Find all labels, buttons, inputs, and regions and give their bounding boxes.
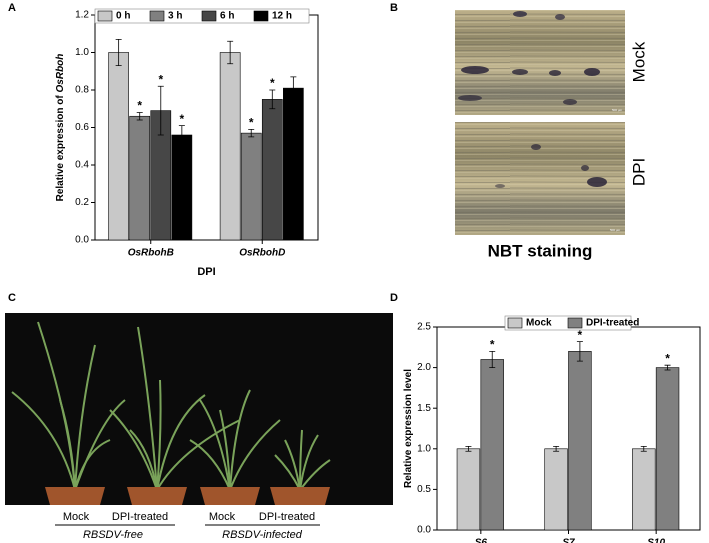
plant-label: Mock	[63, 511, 90, 523]
legend-swatch	[201, 10, 217, 22]
legend-swatch	[97, 10, 113, 22]
row-label: DPI	[629, 158, 648, 186]
error-bar	[115, 38, 122, 67]
y-axis-label-part: OsRboh	[55, 54, 66, 93]
error-bar	[465, 445, 472, 452]
y-tick-label: 1.0	[417, 443, 431, 454]
panel-label: A	[8, 2, 16, 14]
y-tick-label: 1.0	[75, 47, 89, 58]
y-tick-label: 0.5	[417, 484, 431, 495]
x-tick-label: S7	[562, 538, 575, 543]
scale-bar-label: 500 μm	[610, 228, 621, 232]
panel-label: D	[390, 292, 398, 304]
bar	[655, 367, 680, 531]
x-tick-label: S10	[647, 538, 665, 543]
x-tick-label: OsRbohD	[239, 248, 285, 259]
x-tick-label: S6	[475, 538, 488, 543]
error-bar	[664, 364, 671, 371]
row-label: Mock	[629, 41, 648, 82]
y-tick-label: 1.2	[75, 10, 89, 21]
legend-label: 12 h	[272, 11, 292, 22]
legend-label: DPI-treated	[586, 318, 639, 329]
y-tick-label: 2.0	[417, 362, 431, 373]
bar	[261, 99, 283, 241]
panel-label: C	[8, 292, 16, 304]
bar	[283, 87, 304, 241]
bar	[632, 448, 656, 531]
significance-label: *	[490, 338, 495, 352]
y-tick-label: 1.5	[417, 403, 431, 414]
significance-label: *	[578, 328, 583, 342]
x-axis-label: DPI	[197, 266, 215, 278]
scale-bar-label: 500 μm	[612, 108, 623, 112]
legend-label: 6 h	[220, 11, 234, 22]
y-axis-label: Relative expression level	[403, 369, 414, 488]
legend-swatch	[253, 10, 269, 22]
plant-photo	[5, 313, 393, 505]
plant-label: Mock	[209, 511, 236, 523]
error-bar	[136, 112, 143, 121]
plant-label: DPI-treated	[112, 511, 168, 523]
error-bar	[178, 125, 185, 145]
error-bar	[576, 341, 583, 362]
y-tick-label: 0.4	[75, 160, 89, 171]
bar	[129, 115, 151, 241]
significance-label: *	[180, 112, 185, 126]
significance-label: *	[665, 351, 670, 365]
legend-label: 3 h	[168, 11, 182, 22]
error-bar	[157, 85, 164, 136]
y-axis-label-part: Relative expression of	[55, 92, 66, 201]
y-tick-label: 0.0	[75, 235, 89, 246]
significance-label: *	[158, 72, 163, 86]
significance-label: *	[249, 116, 254, 130]
error-bar	[248, 128, 255, 138]
stained-leaf-photo	[455, 10, 625, 115]
bar	[456, 448, 481, 531]
error-bar	[640, 445, 647, 452]
group-label: RBSDV-infected	[222, 529, 303, 541]
legend-swatch	[567, 317, 583, 329]
error-bar	[290, 76, 297, 100]
y-tick-label: 0.8	[75, 85, 89, 96]
bar	[171, 134, 193, 241]
y-tick-label: 2.5	[417, 322, 431, 333]
stained-leaf-photo	[455, 122, 625, 235]
y-axis-label: Relative expression of OsRboh	[55, 54, 66, 202]
bar	[219, 52, 241, 241]
legend-label: Mock	[526, 318, 552, 329]
plant-label: DPI-treated	[259, 511, 315, 523]
error-bar	[489, 350, 496, 368]
error-bar	[227, 40, 234, 65]
y-tick-label: 0.2	[75, 197, 89, 208]
significance-label: *	[137, 99, 142, 113]
error-bar	[269, 89, 276, 110]
panel-label: B	[390, 2, 398, 14]
y-tick-label: 0.6	[75, 122, 89, 133]
legend-swatch	[149, 10, 165, 22]
x-tick-label: OsRbohB	[128, 248, 174, 259]
y-axis-label-part: Relative expression level	[403, 369, 414, 488]
group-label: RBSDV-free	[83, 529, 143, 541]
bar	[240, 132, 262, 241]
bar	[108, 52, 129, 241]
error-bar	[553, 445, 560, 452]
bar	[480, 359, 504, 531]
caption: NBT staining	[488, 241, 593, 260]
y-tick-label: 0.0	[417, 525, 431, 536]
bar	[544, 448, 568, 531]
legend-label: 0 h	[116, 11, 130, 22]
bar	[568, 351, 592, 531]
legend-swatch	[507, 317, 523, 329]
significance-label: *	[270, 76, 275, 90]
